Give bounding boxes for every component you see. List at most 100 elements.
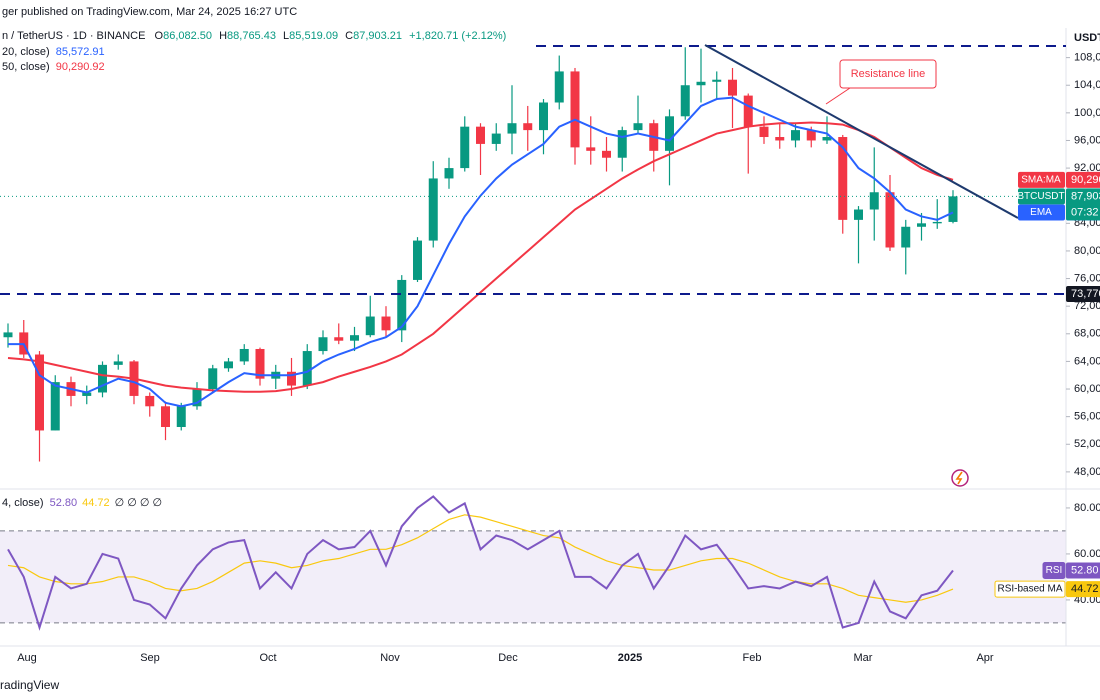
candle-body xyxy=(98,364,107,393)
price-badge-label: 87,903.21 xyxy=(1071,190,1100,202)
candle-body xyxy=(161,406,170,428)
x-tick-label: Nov xyxy=(380,652,400,664)
rsi-empty: ∅ ∅ ∅ ∅ xyxy=(115,497,163,509)
ma-line xyxy=(8,96,954,408)
rsi-name-label: RSI xyxy=(1046,565,1063,576)
alert-icon[interactable] xyxy=(951,469,969,487)
price-badge-label: 73,770 xyxy=(1071,288,1100,300)
candle-body xyxy=(334,337,344,341)
price-pane xyxy=(0,47,1066,462)
y-tick-label: 48,000 xyxy=(1074,466,1100,478)
candle-body xyxy=(460,126,470,169)
candle-body xyxy=(491,133,501,144)
rsi-name-label: RSI-based MA xyxy=(997,584,1062,595)
x-tick-label: Feb xyxy=(743,652,762,664)
candle-body xyxy=(224,361,233,369)
y-tick-label: 68,000 xyxy=(1074,328,1100,340)
price-badge xyxy=(1066,188,1100,221)
candle-body xyxy=(680,85,690,117)
candle-body xyxy=(775,137,785,141)
x-tick-label: Mar xyxy=(854,652,873,664)
candle-body xyxy=(381,316,391,331)
rsi-band xyxy=(0,530,1066,623)
x-tick-label: Sep xyxy=(140,652,160,664)
candle-body xyxy=(113,361,123,365)
candle-body xyxy=(523,123,533,131)
ohlc-key: C xyxy=(345,30,353,42)
candle-body xyxy=(302,351,312,386)
y-tick-label: 96,000 xyxy=(1074,134,1100,146)
y-tick-label: 60,000 xyxy=(1074,383,1100,395)
x-tick-label: Oct xyxy=(259,652,276,664)
published-text: ger published on TradingView.com, Mar 24… xyxy=(2,6,297,18)
y-tick-label: 56,000 xyxy=(1074,411,1100,423)
rsi-badge xyxy=(1066,581,1100,598)
candle-body xyxy=(570,71,580,148)
rsi-value: 52.80 xyxy=(50,497,78,509)
y-tick-label: 72,000 xyxy=(1074,300,1100,312)
layers xyxy=(0,47,1066,631)
series-badge-label: EMA xyxy=(1030,207,1052,218)
ohlc-value: 86,082.50 xyxy=(163,30,212,42)
y-tick-label: 80.00 xyxy=(1074,502,1100,514)
rsi-pane xyxy=(0,495,1066,631)
candle-body xyxy=(35,354,44,431)
candle-body xyxy=(365,316,375,336)
candle-body xyxy=(350,335,359,341)
price-badge xyxy=(1066,285,1100,302)
candle-body xyxy=(397,279,407,331)
x-tick-label: Aug xyxy=(17,652,37,664)
candle-body xyxy=(176,406,186,428)
ohlc-value: 85,519.09 xyxy=(289,30,338,42)
annotation-box xyxy=(839,59,937,89)
sma-params: 50, close) xyxy=(2,61,50,73)
price-badge-label: 90,290.92 xyxy=(1071,174,1100,186)
alert-bolt xyxy=(955,471,963,485)
y-tick-label: 76,000 xyxy=(1074,272,1100,284)
ema-legend: 20, close) 85,572.91 xyxy=(2,46,105,58)
candle-body xyxy=(444,168,454,179)
ema-params: 20, close) xyxy=(2,46,50,58)
y-tick-label: 52,000 xyxy=(1074,438,1100,450)
candle-body xyxy=(838,137,848,220)
y-tick-label: 92,000 xyxy=(1074,162,1100,174)
candle-body xyxy=(586,147,596,151)
candle-body xyxy=(539,102,548,131)
ema-value: 85,572.91 xyxy=(56,46,105,58)
resistance-trendline xyxy=(704,44,1019,219)
y-tick-label: 64,000 xyxy=(1074,355,1100,367)
y-tick-label: 100,000 xyxy=(1074,107,1100,119)
candle-body xyxy=(696,81,706,86)
series-badge xyxy=(1018,171,1065,188)
sma-legend: 50, close) 90,290.92 xyxy=(2,61,105,73)
candle-body xyxy=(743,95,753,127)
candle-body xyxy=(759,126,769,138)
legend-line: n / TetherUS · 1D · BINANCE O86,082.50 H… xyxy=(2,30,506,42)
rsi-name-badge xyxy=(994,580,1066,598)
footer-logo: radingView xyxy=(0,678,59,692)
currency: USDT xyxy=(1074,32,1100,44)
series-badge xyxy=(1018,188,1065,205)
candle-body xyxy=(885,192,895,248)
rsi-line xyxy=(7,495,954,631)
candle-body xyxy=(791,130,800,141)
candle-body xyxy=(208,368,218,390)
candle-body xyxy=(255,348,265,379)
rsi-badge xyxy=(1066,562,1100,579)
y-tick-label: 108,000 xyxy=(1074,52,1100,64)
rsi-legend: 4, close) 52.80 44.72 ∅ ∅ ∅ ∅ xyxy=(2,497,162,509)
price-badge xyxy=(1066,171,1100,188)
candle-body xyxy=(869,192,879,210)
candle-body xyxy=(806,130,816,141)
series-badge xyxy=(1018,204,1065,221)
candle-body xyxy=(917,223,926,227)
candle-body xyxy=(822,137,832,141)
candle-body xyxy=(82,392,92,396)
annotation-arrow xyxy=(825,87,851,105)
ohlc-value: 87,903.21 xyxy=(353,30,402,42)
y-tick-label: 60.00 xyxy=(1074,548,1100,560)
x-tick-label: 2025 xyxy=(618,652,642,664)
